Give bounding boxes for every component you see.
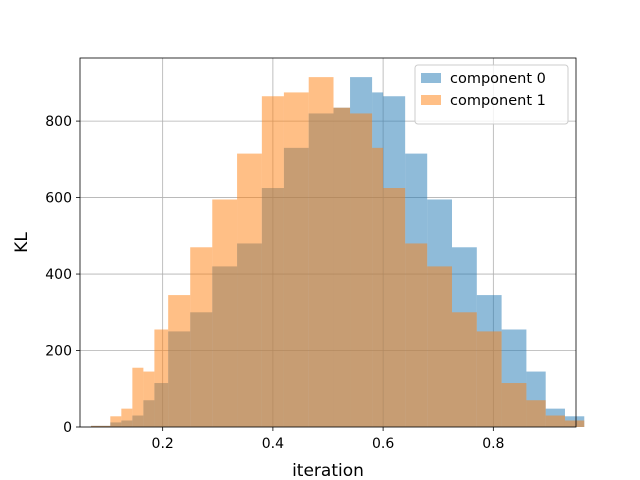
bar-series-1-bin-6 (168, 295, 191, 427)
y-tick-label-0: 0 (63, 420, 72, 436)
bar-series-1-bin-0 (91, 425, 111, 427)
legend-box (414, 64, 569, 125)
histogram-bars (91, 77, 585, 428)
bar-series-1-bin-7 (190, 247, 213, 427)
x-tick-label-0: 0.2 (152, 436, 174, 452)
bar-series-1-bin-18 (427, 266, 452, 427)
x-tick-label-2: 0.6 (372, 436, 394, 452)
bar-series-1-bin-9 (237, 153, 262, 427)
x-axis-label: iteration (292, 461, 364, 480)
legend-swatch-1 (421, 95, 441, 105)
bar-series-1-bin-17 (405, 243, 428, 427)
bar-series-1-bin-12 (308, 77, 334, 427)
bar-series-1-bin-23 (545, 415, 565, 427)
bar-series-1-bin-2 (121, 408, 133, 427)
bar-series-1-bin-8 (212, 199, 238, 427)
legend-label-0: component 0 (450, 71, 546, 87)
y-tick-label-3: 600 (45, 191, 72, 207)
bar-series-1-bin-15 (372, 147, 384, 427)
bar-series-1-bin-3 (132, 367, 144, 427)
bar-series-1-bin-16 (383, 188, 406, 427)
bar-series-1-bin-21 (501, 383, 527, 427)
bar-series-1-bin-4 (143, 371, 155, 427)
bar-series-1-bin-10 (261, 96, 284, 427)
legend-label-1: component 1 (450, 93, 546, 109)
plot-frame (79, 57, 577, 428)
axis-ticks: 0.2 0.4 0.6 0.8 0 200 400 600 800 (45, 114, 504, 452)
legend-swatch-0 (421, 73, 441, 83)
y-axis-label: KL (12, 232, 32, 253)
bar-series-1-bin-11 (283, 92, 309, 428)
bar-series-1-bin-13 (333, 107, 351, 428)
bar-series-1-bin-22 (526, 400, 546, 427)
bar-series-1-bin-14 (350, 113, 373, 428)
y-tick-label-2: 400 (45, 267, 72, 283)
bar-series-1-bin-19 (452, 312, 477, 427)
x-tick-label-3: 0.8 (482, 436, 504, 452)
bar-series-1-bin-1 (110, 416, 122, 427)
legend: component 0 component 1 (414, 64, 569, 125)
bar-series-1-bin-20 (476, 331, 502, 427)
bar-series-1-bin-5 (154, 329, 169, 427)
y-tick-label-1: 200 (45, 344, 72, 360)
bar-series-1-bin-24 (564, 420, 585, 427)
x-tick-label-1: 0.4 (262, 436, 284, 452)
y-tick-label-4: 800 (45, 114, 72, 130)
